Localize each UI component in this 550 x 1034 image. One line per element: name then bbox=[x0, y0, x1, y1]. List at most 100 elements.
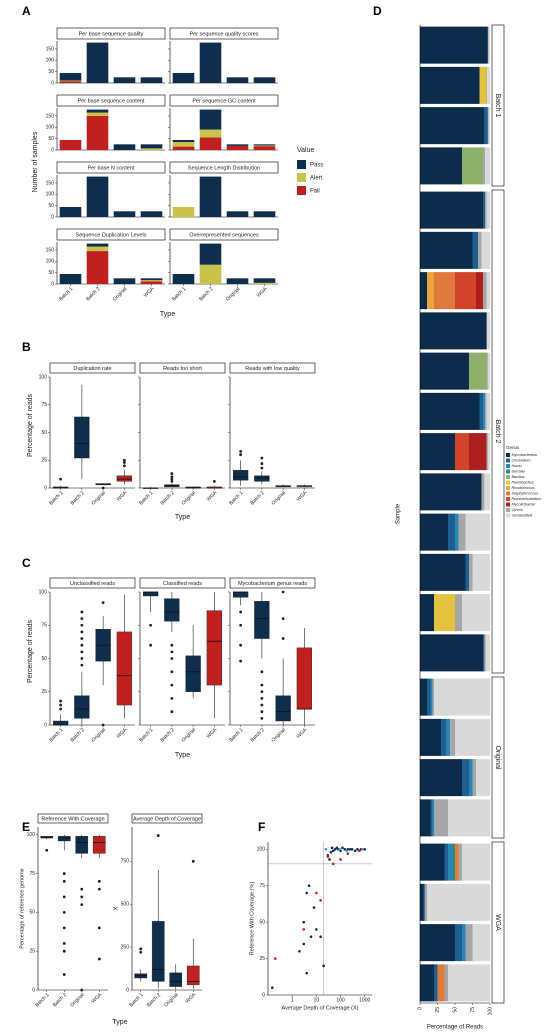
bar-segment bbox=[59, 274, 82, 284]
bar-segment bbox=[199, 264, 222, 284]
x-axis-title: Percentage of Reads bbox=[427, 1025, 483, 1031]
outlier bbox=[281, 617, 285, 620]
outlier bbox=[260, 710, 264, 714]
box bbox=[116, 475, 133, 482]
x-tick-label: 1000 bbox=[359, 997, 370, 1003]
x-tick-label: Batch 1 bbox=[228, 490, 244, 506]
outlier bbox=[59, 699, 63, 703]
bar-segment bbox=[446, 718, 451, 756]
box bbox=[275, 695, 291, 722]
bar-segment bbox=[59, 80, 82, 82]
outlier bbox=[80, 637, 84, 640]
y-tick-label: 0 bbox=[126, 987, 129, 993]
x-tick-label: WGA bbox=[296, 727, 309, 740]
outlier bbox=[239, 449, 243, 453]
bar-segment bbox=[172, 207, 195, 217]
outlier bbox=[62, 973, 66, 976]
bar-segment bbox=[469, 433, 487, 471]
bar-segment bbox=[86, 109, 109, 113]
bar-segment bbox=[420, 843, 445, 881]
y-tick-label: 75 bbox=[41, 623, 47, 629]
outlier bbox=[59, 707, 63, 711]
y-axis-title: Sample bbox=[396, 503, 402, 524]
bar-segment bbox=[420, 272, 427, 310]
outlier bbox=[170, 650, 174, 654]
outlier bbox=[80, 663, 84, 667]
box bbox=[254, 475, 270, 482]
legend-label: Serratia bbox=[512, 470, 525, 474]
bar-segment bbox=[86, 115, 109, 150]
legend-label: Staphylococcus bbox=[512, 492, 539, 496]
x-tick-label: Batch 1 bbox=[34, 992, 50, 1008]
box bbox=[52, 720, 69, 726]
legend-swatch bbox=[297, 173, 306, 182]
legend-label: Bacillus bbox=[512, 475, 525, 479]
x-tick-label: Batch 2 bbox=[146, 992, 162, 1008]
outlier bbox=[170, 683, 174, 687]
x-axis-title: Average Depth of Coverage (X) bbox=[282, 1005, 359, 1011]
bar-segment bbox=[451, 843, 455, 881]
x-tick-label: 1 bbox=[291, 997, 294, 1003]
bar-segment bbox=[472, 231, 479, 269]
point bbox=[322, 964, 325, 968]
bar-segment bbox=[199, 42, 222, 83]
bar-segment bbox=[113, 77, 136, 83]
facet-strip bbox=[229, 577, 316, 589]
bar-segment bbox=[484, 107, 488, 145]
outlier bbox=[80, 623, 84, 627]
outlier bbox=[62, 926, 66, 930]
bar-segment bbox=[434, 272, 455, 310]
bar-segment bbox=[481, 473, 485, 511]
facet-strip bbox=[491, 841, 505, 1004]
outlier bbox=[170, 670, 174, 674]
x-tick-label: Batch 1 bbox=[48, 490, 64, 506]
outlier bbox=[260, 716, 264, 720]
x-tick-label: WGA bbox=[206, 727, 219, 740]
bar-segment bbox=[455, 433, 469, 471]
bar-segment bbox=[420, 191, 483, 229]
bar-segment bbox=[479, 66, 487, 104]
y-tick-label: 25 bbox=[41, 689, 47, 695]
y-tick-label: 0 bbox=[44, 722, 47, 728]
bar-segment bbox=[420, 26, 488, 64]
x-tick-label: Batch 1 bbox=[128, 992, 144, 1008]
point bbox=[348, 847, 352, 851]
outlier bbox=[97, 957, 101, 961]
bar-segment bbox=[432, 799, 434, 837]
x-axis-title: Type bbox=[112, 1019, 127, 1026]
outlier bbox=[260, 703, 264, 707]
x-tick-label: 75 bbox=[470, 1007, 476, 1013]
y-tick-label: 150 bbox=[46, 113, 55, 119]
facet-strip bbox=[56, 94, 166, 107]
facet-title: Original bbox=[494, 745, 501, 770]
bar-segment bbox=[59, 140, 82, 150]
box bbox=[164, 598, 180, 622]
bar-segment bbox=[140, 278, 163, 281]
outlier bbox=[156, 834, 160, 837]
y-tick-label: 50 bbox=[48, 136, 54, 142]
outlier bbox=[260, 697, 264, 700]
legend-swatch bbox=[506, 458, 510, 463]
bar-segment bbox=[420, 634, 483, 672]
point bbox=[350, 847, 354, 851]
x-tick-label: Batch 1 bbox=[138, 727, 154, 743]
box bbox=[142, 591, 159, 597]
point bbox=[302, 928, 306, 931]
x-tick-label: Original bbox=[225, 286, 241, 302]
bar-segment bbox=[427, 883, 490, 921]
bar-segment bbox=[434, 799, 448, 837]
y-tick-label: 50 bbox=[48, 69, 54, 75]
legend-label: Others bbox=[512, 508, 523, 512]
bar-segment bbox=[199, 109, 222, 130]
bar-segment bbox=[450, 718, 455, 756]
bar-segment bbox=[140, 144, 163, 149]
facet-title: Reads with low quality bbox=[245, 366, 300, 372]
y-axis-title: X bbox=[113, 906, 119, 910]
x-tick-label: Original bbox=[181, 727, 197, 743]
facet-title: Per base sequence content bbox=[78, 98, 145, 104]
x-tick-label: 25 bbox=[435, 1007, 441, 1013]
box bbox=[116, 631, 133, 706]
legend-label: Clostridium bbox=[512, 459, 531, 463]
bar-segment bbox=[487, 352, 490, 390]
y-tick-label: 0 bbox=[44, 485, 47, 491]
